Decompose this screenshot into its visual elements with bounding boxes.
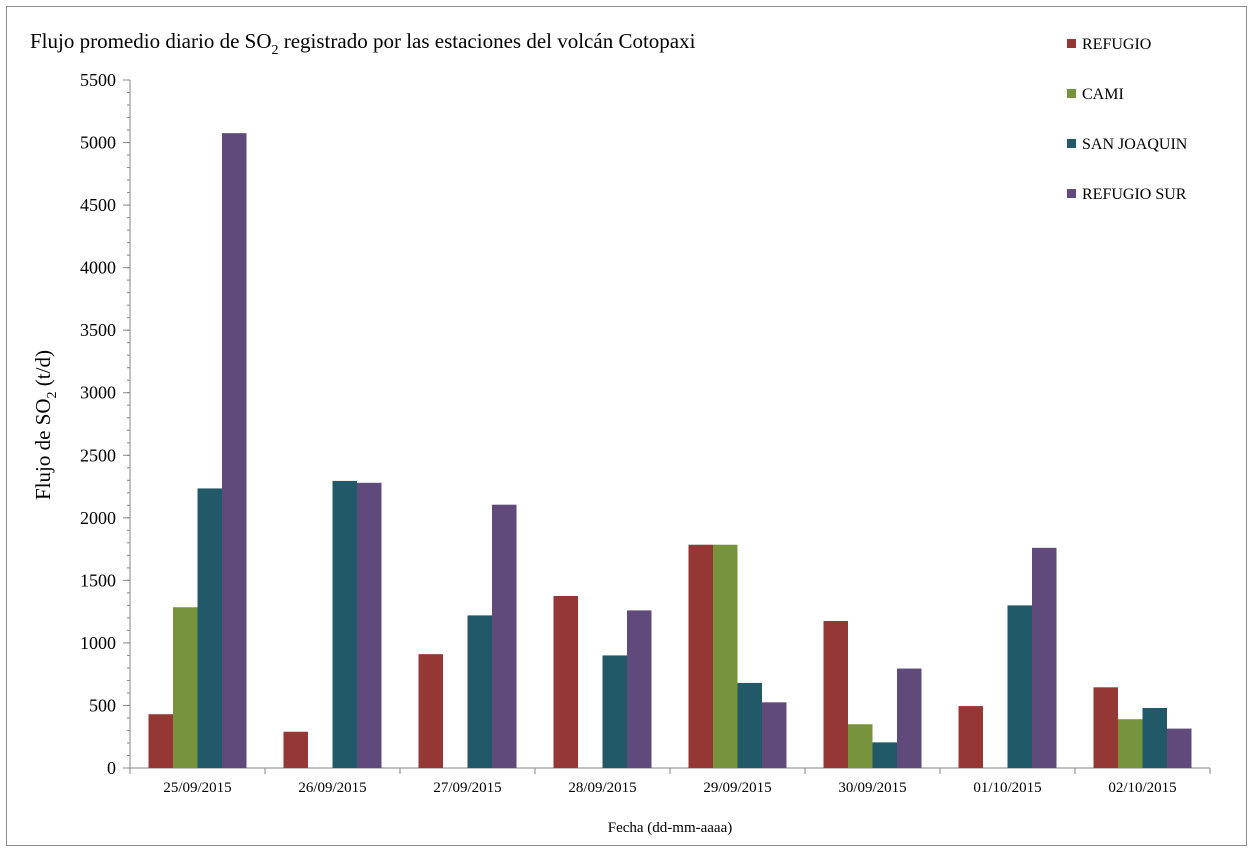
bar: [602, 655, 627, 768]
legend-swatch: [1067, 89, 1076, 98]
y-axis-label-suffix: (t/d): [31, 350, 55, 391]
bar: [958, 706, 983, 768]
bar: [467, 615, 492, 768]
x-axis: 25/09/2015 26/09/2015 27/09/2015 28/09/2015…: [129, 767, 1211, 796]
y-tick-label: 5500: [80, 70, 116, 90]
bar: [872, 742, 897, 768]
bar: [332, 480, 357, 768]
bar: [627, 610, 652, 768]
y-axis-label-prefix: Flujo de SO: [31, 398, 55, 500]
bar: [283, 731, 308, 768]
y-axis-label-subscript: 2: [45, 391, 60, 398]
bar: [1007, 605, 1032, 768]
legend-swatch: [1067, 189, 1076, 198]
bar: [1118, 719, 1143, 768]
legend-label: SAN JOAQUIN: [1082, 136, 1188, 153]
y-axis: 0 500 1000 1500 2000 2500 3000 3500 4000 4500 5000…: [80, 70, 131, 778]
x-tick-label: 30/09/2015: [838, 780, 906, 796]
y-tick-label: 1500: [80, 570, 116, 590]
bar: [897, 668, 922, 768]
x-axis-label: Fecha (dd-mm-aaaa): [608, 820, 733, 836]
bar: [1093, 687, 1118, 768]
y-tick-label: 2000: [80, 508, 116, 528]
chart-title-prefix: Flujo promedio diario de SO: [30, 29, 271, 53]
bar: [713, 544, 738, 768]
legend-swatch: [1067, 39, 1076, 48]
y-tick-label: 3000: [80, 383, 116, 403]
bar: [357, 482, 382, 768]
x-tick-label: 25/09/2015: [163, 780, 231, 796]
bar: [1167, 728, 1192, 768]
bar: [762, 702, 787, 768]
bar: [848, 724, 873, 768]
y-tick-label: 0: [107, 758, 116, 778]
bar: [418, 654, 443, 768]
legend-label: CAMI: [1082, 86, 1124, 103]
bar: [173, 607, 198, 768]
bar: [197, 488, 222, 768]
legend: REFUGIO CAMI SAN JOAQUIN REFUGIO SUR: [1067, 36, 1188, 203]
bar: [737, 682, 762, 768]
legend-label: REFUGIO SUR: [1082, 186, 1187, 203]
bar: [688, 544, 713, 768]
chart-title-subscript: 2: [271, 43, 278, 58]
x-tick-label: 01/10/2015: [973, 780, 1041, 796]
bar: [148, 714, 173, 768]
bar: [823, 621, 848, 768]
y-tick-label: 500: [89, 695, 116, 715]
x-tick-label: 29/09/2015: [703, 780, 771, 796]
legend-label: REFUGIO: [1082, 36, 1151, 53]
y-tick-label: 5000: [80, 133, 116, 153]
y-axis-label: Flujo de SO2 (t/d): [31, 350, 60, 500]
y-tick-label: 2500: [80, 445, 116, 465]
x-tick-label: 28/09/2015: [568, 780, 636, 796]
y-tick-label: 3500: [80, 320, 116, 340]
x-tick-label: 02/10/2015: [1108, 780, 1176, 796]
bar: [1032, 547, 1057, 768]
y-tick-label: 4500: [80, 195, 116, 215]
bar: [553, 596, 578, 768]
legend-swatch: [1067, 139, 1076, 148]
bars: [148, 133, 1192, 768]
chart-title: Flujo promedio diario de SO2 registrado …: [30, 29, 696, 58]
x-tick-label: 27/09/2015: [433, 780, 501, 796]
chart-title-suffix: registrado por las estaciones del volcán…: [278, 29, 695, 53]
y-tick-label: 1000: [80, 633, 116, 653]
y-tick-label: 4000: [80, 258, 116, 278]
bar: [492, 504, 517, 768]
bar: [222, 133, 247, 768]
x-tick-label: 26/09/2015: [298, 780, 366, 796]
bar: [1142, 707, 1167, 768]
